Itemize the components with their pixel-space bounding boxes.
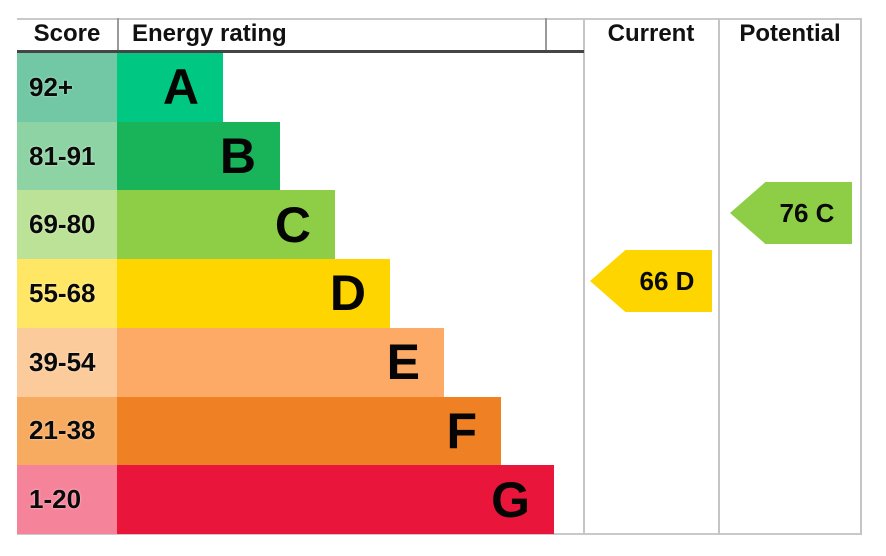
band-letter-e: E <box>386 334 420 391</box>
band-letter-a: A <box>162 59 199 116</box>
band-row-c: 69-80 C <box>17 190 862 260</box>
score-range-g: 1-20 <box>17 465 117 534</box>
band-bar-d: D <box>117 259 390 328</box>
table-top-border <box>17 18 862 20</box>
potential-column-right-border <box>860 18 862 535</box>
table-bottom-border <box>17 533 862 535</box>
band-row-d: 55-68 D <box>17 259 862 328</box>
header-underline <box>17 50 584 53</box>
current-column-left-border <box>583 18 585 535</box>
score-range-d: 55-68 <box>17 259 117 328</box>
energy-rating-column-header: Energy rating <box>132 20 287 47</box>
score-range-a: 92+ <box>17 53 117 122</box>
band-letter-d: D <box>329 265 366 322</box>
band-bar-c: C <box>117 190 335 260</box>
band-letter-c: C <box>274 196 311 253</box>
energy-rating-header-divider <box>545 18 547 51</box>
band-rows: 92+ A 81-91 B 69-80 C 55-68 D 39-54 E 21… <box>17 53 862 534</box>
score-range-c: 69-80 <box>17 190 117 260</box>
band-letter-b: B <box>219 128 256 185</box>
band-bar-e: E <box>117 327 444 397</box>
score-range-f: 21-38 <box>17 396 117 466</box>
band-row-a: 92+ A <box>17 53 862 122</box>
band-bar-g: G <box>117 465 554 534</box>
score-column-header: Score <box>33 20 101 47</box>
band-row-g: 1-20 G <box>17 465 862 534</box>
band-bar-a: A <box>117 53 223 122</box>
band-bar-b: B <box>117 121 280 191</box>
band-row-e: 39-54 E <box>17 327 862 397</box>
current-rating-value: 66 D <box>639 265 695 296</box>
band-row-b: 81-91 B <box>17 121 862 191</box>
band-row-f: 21-38 F <box>17 396 862 466</box>
potential-rating-value: 76 C <box>779 197 835 228</box>
score-header-divider <box>117 18 119 51</box>
current-potential-divider <box>718 18 720 535</box>
band-bar-f: F <box>117 396 501 466</box>
band-letter-f: F <box>446 402 477 459</box>
band-letter-g: G <box>491 471 530 528</box>
score-range-e: 39-54 <box>17 327 117 397</box>
current-column-header: Current <box>607 20 695 47</box>
potential-column-header: Potential <box>739 20 841 47</box>
score-range-b: 81-91 <box>17 121 117 191</box>
